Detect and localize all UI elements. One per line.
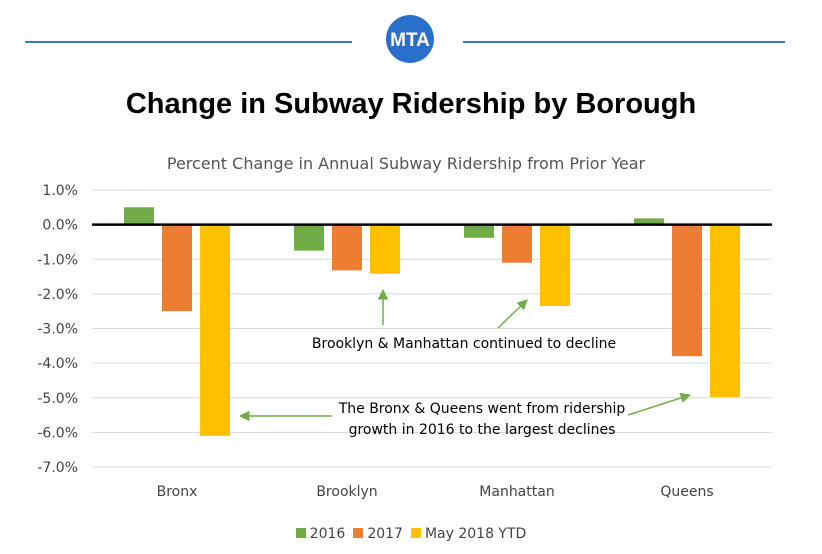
bar-manhattan-2017 xyxy=(502,224,532,263)
legend-item: 2017 xyxy=(353,526,403,542)
y-tick-label: 1.0% xyxy=(42,183,78,199)
mta-logo-text: MTA xyxy=(390,30,430,51)
header-rule-right xyxy=(463,41,785,43)
bar-queens-may-2018-ytd xyxy=(710,224,740,398)
category-labels: Bronx Brooklyn Manhattan Queens xyxy=(157,484,714,500)
legend-item: 2016 xyxy=(295,526,346,542)
category-label: Queens xyxy=(660,484,713,500)
header-rule-left xyxy=(25,41,352,43)
bar-brooklyn-2016 xyxy=(294,224,324,251)
chart-title: Percent Change in Annual Subway Ridershi… xyxy=(166,154,646,173)
annotation-bronx-queens-line2: growth in 2016 to the largest declines xyxy=(349,422,616,438)
category-label: Bronx xyxy=(157,484,198,500)
y-tick-label: -6.0% xyxy=(37,425,78,441)
y-tick-label: -3.0% xyxy=(37,322,78,338)
bar-queens-2017 xyxy=(672,224,702,357)
annotations: Brooklyn & Manhattan continued to declin… xyxy=(312,336,625,438)
legend-label: May 2018 YTD xyxy=(424,526,527,542)
category-label: Manhattan xyxy=(479,484,554,500)
y-tick-label: -7.0% xyxy=(37,460,78,476)
legend-swatch xyxy=(353,528,364,538)
arrow-to-queens xyxy=(627,392,691,416)
annotation-bronx-queens-line1: The Bronx & Queens went from ridership xyxy=(338,401,626,417)
bar-manhattan-may-2018-ytd xyxy=(540,224,570,306)
category-label: Brooklyn xyxy=(316,484,377,500)
y-tick-label: -2.0% xyxy=(37,287,78,303)
legend-swatch xyxy=(410,528,421,538)
bar-queens-2016 xyxy=(634,218,664,225)
y-tick-labels: 1.0% 0.0% -1.0% -2.0% -3.0% -4.0% -5.0% -6.0% -7… xyxy=(37,183,78,476)
bar-bronx-may-2018-ytd xyxy=(200,224,230,436)
mta-logo: MTA xyxy=(386,15,434,63)
legend-swatch xyxy=(295,528,306,538)
chart-legend: 2016 2017 May 2018 YTD xyxy=(0,526,822,542)
arrow-to-manhattan xyxy=(497,299,528,329)
bar-manhattan-2016 xyxy=(464,224,494,238)
page-title: Change in Subway Ridership by Borough xyxy=(125,88,697,120)
y-tick-label: -4.0% xyxy=(37,356,78,372)
bar-brooklyn-may-2018-ytd xyxy=(370,224,400,274)
bar-bronx-2017 xyxy=(162,224,192,312)
legend-label: 2016 xyxy=(309,526,346,542)
legend-item: May 2018 YTD xyxy=(410,526,527,542)
y-tick-label: 0.0% xyxy=(42,218,78,234)
bar-brooklyn-2017 xyxy=(332,224,362,271)
annotation-arrows xyxy=(238,288,691,422)
bar-bronx-2016 xyxy=(124,207,154,225)
legend-label: 2017 xyxy=(367,526,403,542)
y-tick-label: -1.0% xyxy=(37,252,78,268)
annotation-brooklyn-manhattan: Brooklyn & Manhattan continued to declin… xyxy=(312,336,616,352)
y-tick-label: -5.0% xyxy=(37,391,78,407)
bars xyxy=(124,207,740,436)
